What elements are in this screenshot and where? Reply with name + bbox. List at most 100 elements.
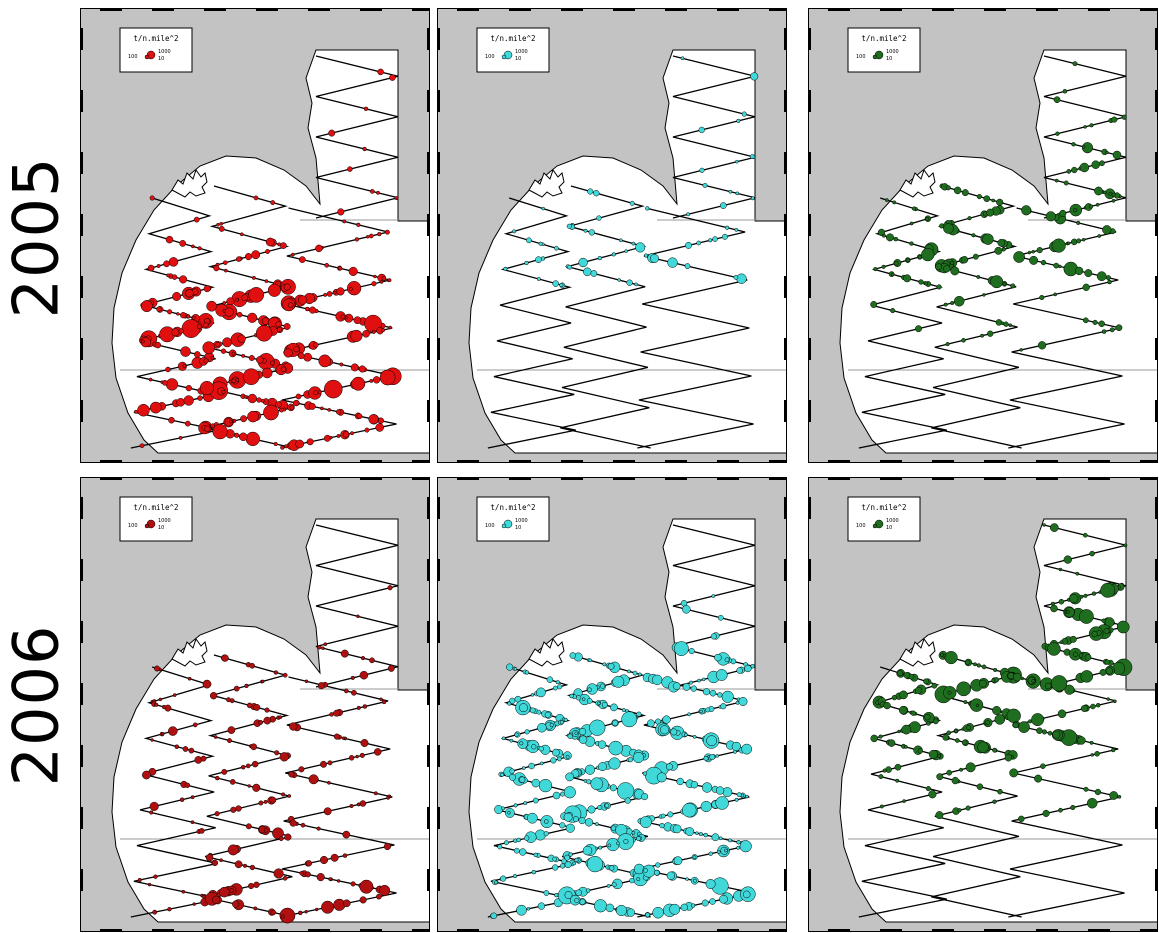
density-marker xyxy=(992,706,1002,715)
density-marker xyxy=(214,811,220,817)
frame-tick xyxy=(808,400,811,422)
frame-tick xyxy=(152,460,174,463)
legend-marker xyxy=(872,54,878,60)
density-marker xyxy=(1101,618,1106,623)
density-marker xyxy=(680,56,685,61)
density-marker xyxy=(992,747,998,753)
density-marker xyxy=(376,190,380,195)
density-marker xyxy=(1042,523,1046,527)
frame-tick xyxy=(204,8,226,11)
density-marker xyxy=(672,682,681,690)
density-marker xyxy=(194,351,201,358)
density-marker xyxy=(588,229,595,236)
density-marker xyxy=(203,358,209,364)
frame-tick xyxy=(880,8,902,11)
density-marker xyxy=(1018,721,1030,733)
density-marker xyxy=(372,376,381,384)
frame-tick xyxy=(932,477,954,480)
frame-tick xyxy=(561,929,583,932)
density-marker xyxy=(946,730,952,736)
density-marker xyxy=(585,888,591,893)
frame-tick xyxy=(437,276,440,298)
density-marker xyxy=(655,862,661,868)
density-marker xyxy=(147,264,155,272)
density-marker xyxy=(574,897,580,904)
density-marker xyxy=(544,819,549,824)
density-marker xyxy=(260,399,265,403)
frame-tick xyxy=(665,929,687,932)
density-marker xyxy=(212,895,221,904)
density-marker xyxy=(336,434,341,438)
density-marker xyxy=(1069,594,1079,604)
density-marker xyxy=(381,327,386,333)
density-marker xyxy=(994,714,1006,725)
density-marker xyxy=(269,796,277,804)
frame-tick xyxy=(984,929,1006,932)
density-marker xyxy=(228,419,233,424)
density-marker xyxy=(524,835,530,841)
density-marker xyxy=(384,229,390,235)
density-marker xyxy=(557,684,563,690)
density-marker xyxy=(192,722,198,728)
density-marker xyxy=(359,879,374,894)
density-marker xyxy=(1027,250,1032,255)
density-marker xyxy=(660,813,666,819)
frame-tick xyxy=(1155,28,1158,50)
density-marker xyxy=(733,275,739,280)
density-marker xyxy=(745,794,749,799)
density-marker xyxy=(275,401,282,408)
frame-tick xyxy=(1155,400,1158,422)
density-marker xyxy=(1091,160,1100,169)
density-marker xyxy=(1010,283,1016,289)
density-marker xyxy=(563,786,576,799)
density-marker xyxy=(621,711,638,728)
density-marker xyxy=(235,256,242,262)
density-marker xyxy=(749,154,755,159)
density-marker xyxy=(357,802,361,807)
density-marker xyxy=(305,306,310,312)
legend-small-label: 100 xyxy=(128,54,138,60)
frame-tick xyxy=(80,400,83,422)
density-marker xyxy=(728,838,732,843)
legend-marker xyxy=(872,523,878,529)
density-marker xyxy=(231,378,236,384)
frame-tick xyxy=(613,929,635,932)
frame-tick xyxy=(360,929,382,932)
density-marker xyxy=(578,727,587,736)
density-marker xyxy=(300,822,306,828)
density-marker xyxy=(524,670,530,675)
density-marker xyxy=(736,792,742,798)
density-marker xyxy=(191,316,196,320)
frame-tick xyxy=(784,276,787,298)
density-marker xyxy=(178,435,183,440)
density-marker xyxy=(895,778,900,783)
density-marker xyxy=(1047,730,1053,736)
legend-title: t/n.mile^2 xyxy=(490,503,535,512)
density-marker xyxy=(701,899,709,907)
density-marker xyxy=(578,257,588,268)
frame-tick xyxy=(784,807,787,829)
frame-tick xyxy=(808,621,811,643)
density-marker xyxy=(1115,324,1123,332)
density-marker xyxy=(870,734,878,743)
density-marker xyxy=(711,833,720,842)
density-marker xyxy=(1106,697,1110,701)
density-marker xyxy=(342,219,347,224)
density-marker xyxy=(1091,630,1098,638)
frame-tick xyxy=(828,8,850,11)
density-marker xyxy=(936,284,942,290)
density-marker xyxy=(1112,699,1117,704)
frame-tick xyxy=(932,929,954,932)
density-marker xyxy=(279,407,284,413)
frame-tick xyxy=(828,477,850,480)
density-marker xyxy=(601,701,608,708)
density-marker xyxy=(750,196,755,201)
density-marker xyxy=(883,701,891,710)
density-marker xyxy=(230,806,237,813)
density-marker xyxy=(335,409,342,415)
density-marker xyxy=(501,736,506,741)
density-marker xyxy=(738,697,748,706)
